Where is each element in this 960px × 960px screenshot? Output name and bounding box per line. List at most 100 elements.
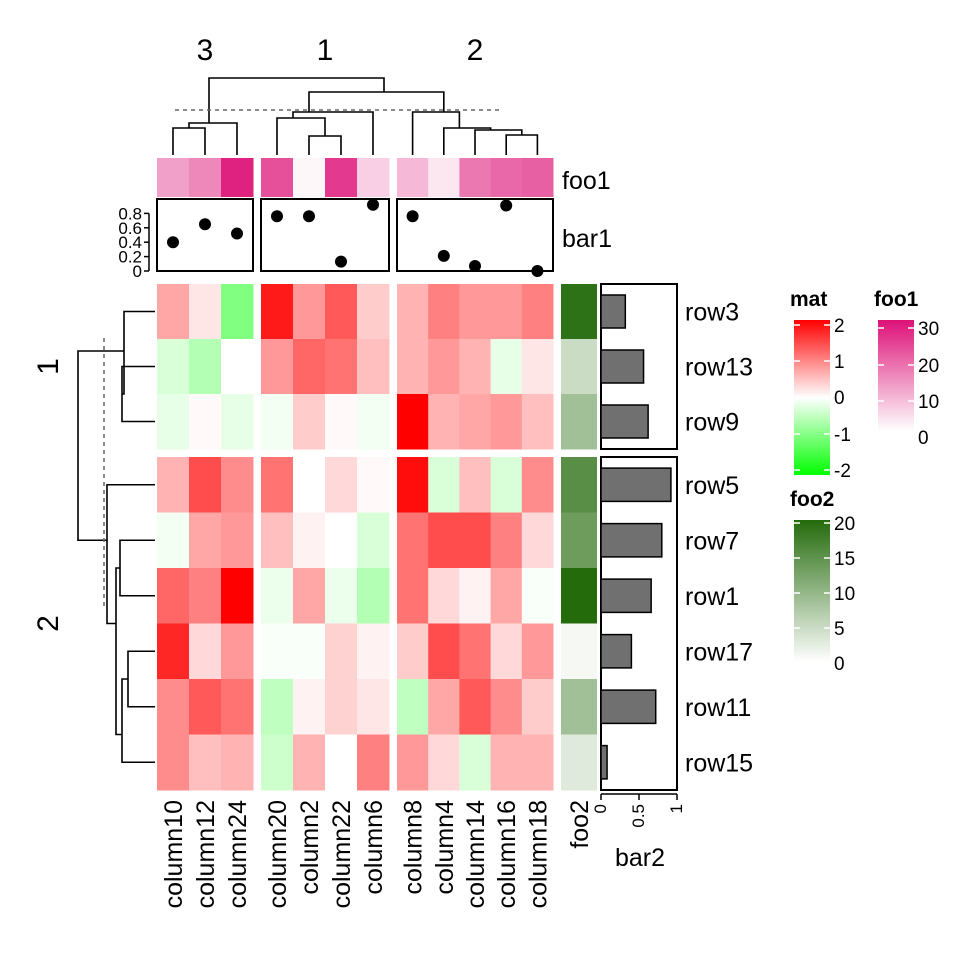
foo2-cell <box>561 457 597 513</box>
column-dendrogram <box>172 77 539 155</box>
bar1-point <box>199 218 211 231</box>
heatmap-cell <box>189 623 222 680</box>
foo2-cell <box>561 512 597 569</box>
foo1-cell <box>325 158 358 197</box>
dendrogram-branch <box>505 134 539 155</box>
dendrogram-branch <box>172 127 206 155</box>
row-label: row15 <box>685 749 753 777</box>
heatmap-cell <box>397 623 429 680</box>
bar2-axis-label: bar2 <box>615 844 665 872</box>
bar2-bar <box>600 467 672 503</box>
row-label: row9 <box>685 409 739 437</box>
column-label: column10 <box>160 800 188 908</box>
heatmap-cell <box>490 623 523 680</box>
row-label: row1 <box>685 583 739 611</box>
row-split-title: 1 <box>32 358 65 375</box>
heatmap-cell <box>157 679 190 735</box>
heatmap-cell <box>490 394 523 450</box>
heatmap-cell <box>490 457 523 513</box>
heatmap-cell <box>293 339 326 395</box>
heatmap-cell <box>189 679 222 735</box>
heatmap-cell <box>428 568 460 624</box>
bar2-bar <box>600 294 627 329</box>
column-label: column8 <box>400 800 428 895</box>
heatmap-cell <box>157 623 190 680</box>
legend-tick-label: 10 <box>918 392 939 413</box>
legend-tick-label: 0 <box>834 388 845 409</box>
heatmap-cell <box>459 284 492 340</box>
heatmap-cell <box>157 457 190 513</box>
bar2-panel <box>600 456 678 791</box>
dendrogram-branch <box>292 111 374 155</box>
column-label: column14 <box>462 800 490 908</box>
dendrogram-branch <box>115 567 122 736</box>
heatmap-cell <box>357 623 390 680</box>
bar2-bar <box>600 689 657 725</box>
heatmap-cell <box>293 734 326 791</box>
dendrogram-branch <box>77 350 124 542</box>
heatmap-cell <box>221 457 254 513</box>
heatmap-cell <box>459 734 492 791</box>
heatmap-cell <box>397 339 429 395</box>
heatmap-cell <box>221 284 254 340</box>
row-label: row17 <box>685 638 753 666</box>
heatmap-cell <box>293 679 326 735</box>
column-label: column24 <box>224 800 252 908</box>
heatmap-cell <box>490 512 523 569</box>
bar2-tick-label: 1 <box>667 804 686 813</box>
bar2-bar <box>600 404 649 439</box>
heatmap-cell <box>397 679 429 735</box>
foo2-cell <box>561 568 597 624</box>
dendrogram-branch <box>119 539 155 597</box>
bar1-point <box>271 210 283 223</box>
column-label: column18 <box>524 800 552 908</box>
foo2-cell <box>561 394 597 450</box>
heatmap-cell <box>521 623 554 680</box>
heatmap-cell <box>490 284 523 340</box>
bar2-tick-label: 0 <box>591 804 610 813</box>
heatmap-cell <box>189 512 222 569</box>
heatmap-cell <box>221 394 254 450</box>
legend-title: foo1 <box>874 288 919 311</box>
foo1-cell <box>428 158 460 197</box>
heatmap-cell <box>521 679 554 735</box>
bar1-point <box>303 210 315 223</box>
bar1-point <box>500 199 513 212</box>
heatmap-cell <box>261 284 294 340</box>
heatmap-cell <box>459 568 492 624</box>
foo1-cell <box>521 158 554 197</box>
heatmap-cell <box>357 457 390 513</box>
heatmap-cell <box>293 623 326 680</box>
heatmap-cell <box>490 339 523 395</box>
heatmap-cell <box>261 734 294 791</box>
heatmap-cell <box>325 394 358 450</box>
heatmap-cell <box>189 339 222 395</box>
bar1-tick-label: 0.2 <box>118 248 142 267</box>
foo1-cell <box>357 158 390 197</box>
heatmap-cell <box>221 734 254 791</box>
heatmap-cell <box>459 457 492 513</box>
bar2-bar <box>600 522 663 558</box>
dendrogram-branch <box>127 650 155 708</box>
dendrogram-branch <box>121 678 155 764</box>
heatmap-cell <box>428 512 460 569</box>
heatmap-cell <box>357 394 390 450</box>
heatmap-cell <box>325 284 358 340</box>
row-label: row5 <box>685 472 739 500</box>
legend-tick-label: 15 <box>834 549 855 570</box>
column-label: column22 <box>328 800 356 908</box>
heatmap-cell <box>293 457 326 513</box>
bar1-point <box>231 227 243 240</box>
heatmap-cell <box>293 284 326 340</box>
column-split-title: 2 <box>467 34 484 67</box>
column-label: column4 <box>431 800 459 895</box>
column-label: column20 <box>264 800 292 908</box>
heatmap-cell <box>261 339 294 395</box>
heatmap-cell <box>521 568 554 624</box>
legend-tick-label: 1 <box>834 352 845 373</box>
heatmap-cell <box>261 394 294 450</box>
legend-tick-label: 30 <box>918 319 939 340</box>
legend-tick-label: 20 <box>834 514 855 535</box>
heatmap-cell <box>521 339 554 395</box>
heatmap-cell <box>221 679 254 735</box>
